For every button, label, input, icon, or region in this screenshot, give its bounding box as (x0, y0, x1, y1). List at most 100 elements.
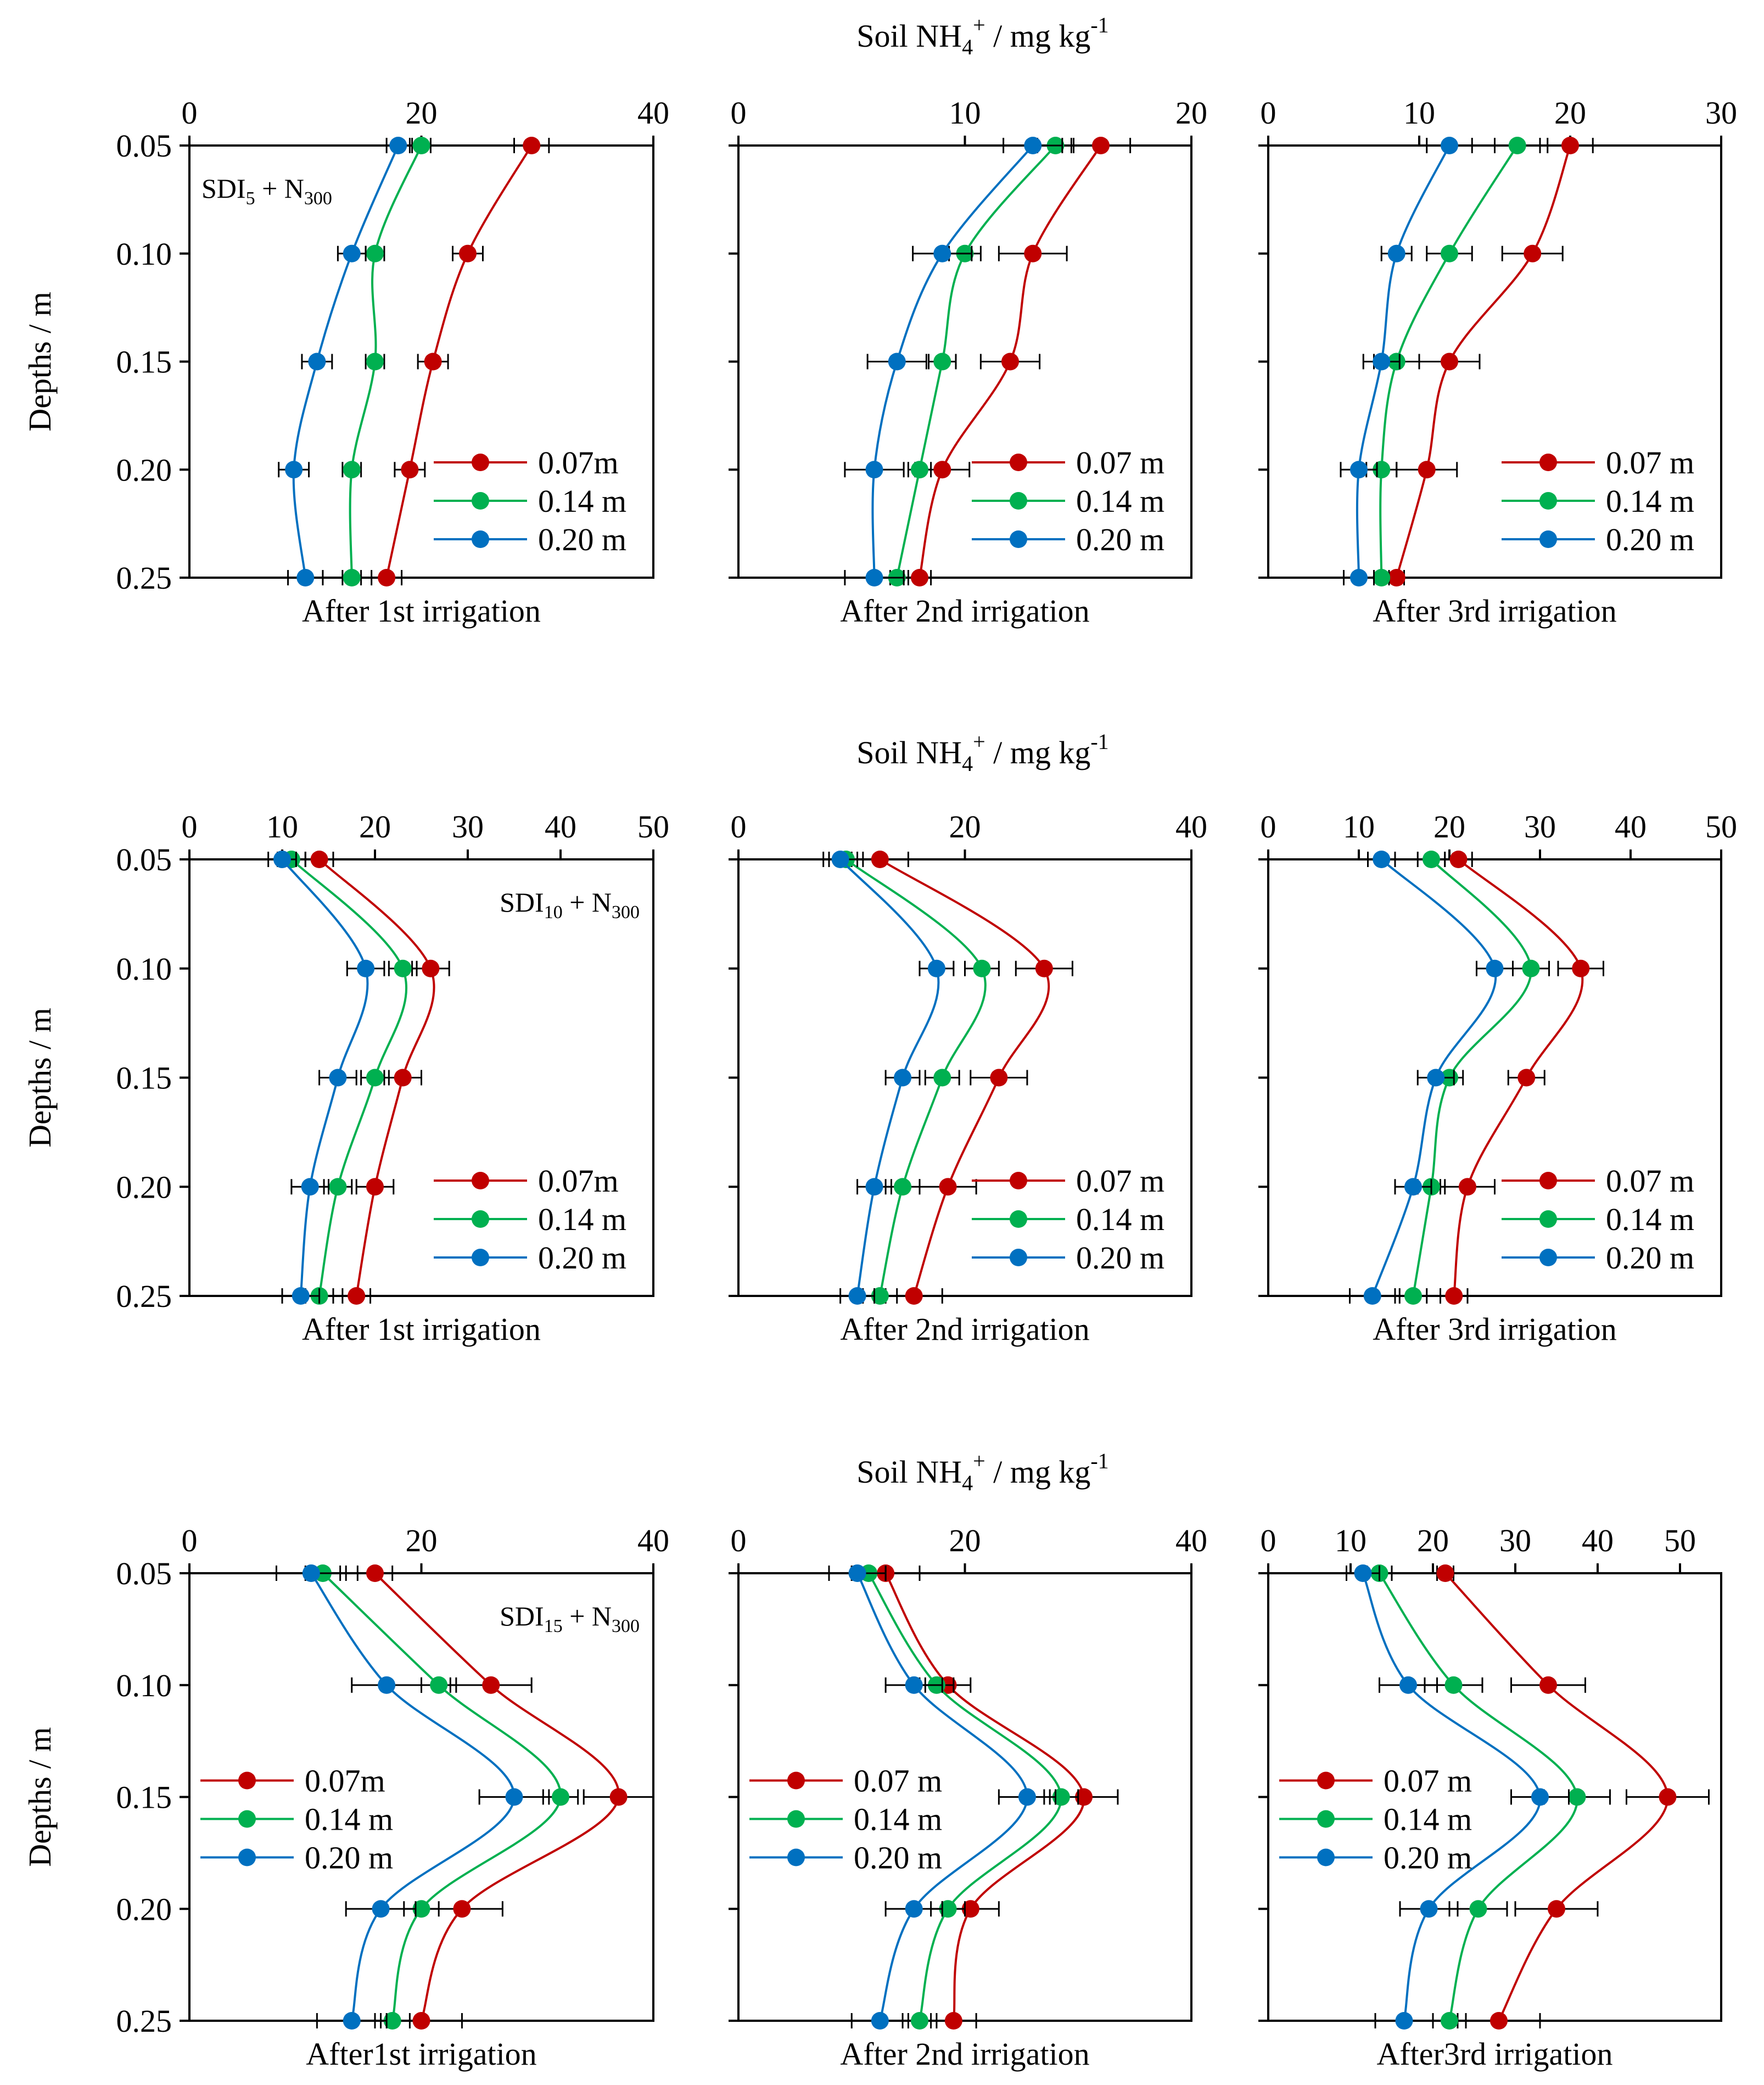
legend-marker-green (238, 1810, 256, 1828)
treatment-text: SDI (500, 1601, 544, 1631)
row-title-superscript: -1 (1090, 729, 1108, 754)
data-point-blue (831, 851, 849, 868)
x-tick-label: 0 (182, 1523, 198, 1558)
x-tick-label: 20 (359, 809, 391, 845)
data-point-red (366, 1564, 384, 1582)
data-point-blue (343, 2012, 361, 2030)
data-point-blue (505, 1788, 523, 1806)
x-tick-label: 0 (731, 95, 747, 131)
legend-marker-blue (1539, 530, 1557, 548)
x-tick-label: 40 (1175, 809, 1207, 845)
data-point-blue (296, 569, 315, 586)
y-tick-label: 0.25 (116, 560, 172, 596)
x-tick-label: 40 (1175, 1523, 1207, 1558)
data-point-green (1423, 851, 1440, 868)
x-tick-label: 30 (1524, 809, 1556, 845)
data-point-blue (848, 1287, 866, 1305)
data-point-red (348, 1287, 366, 1305)
x-tick-label: 50 (1705, 809, 1737, 845)
data-point-red (911, 569, 928, 586)
y-tick-label: 0.25 (116, 1278, 172, 1314)
legend-marker-blue (1010, 530, 1027, 548)
y-tick-label: 0.05 (116, 1556, 172, 1591)
legend-marker-red (787, 1771, 805, 1790)
data-point-red (1035, 959, 1053, 977)
data-point-green (1373, 569, 1391, 586)
legend-label: 0.14 m (538, 1201, 626, 1237)
data-point-blue (1531, 1788, 1549, 1806)
legend-label: 0.07 m (1606, 1163, 1694, 1199)
data-point-red (310, 851, 328, 868)
x-tick-label: 0 (182, 809, 198, 845)
data-point-red (1092, 137, 1110, 154)
plot-frame (737, 1572, 1192, 2022)
data-point-green (1441, 2012, 1458, 2030)
legend-marker-red (472, 1172, 489, 1189)
data-point-green (394, 959, 412, 977)
data-point-blue (357, 959, 375, 977)
data-point-red (1387, 569, 1405, 586)
data-point-green (412, 1900, 430, 1918)
treatment-subscript: 300 (612, 1616, 640, 1636)
legend: 0.07 m0.14 m0.20 m (972, 1163, 1164, 1276)
legend-label: 0.07 m (1606, 445, 1694, 480)
treatment-text: SDI (201, 173, 246, 204)
series-line-green (845, 858, 987, 1296)
row-title-subscript: 4 (962, 751, 973, 776)
x-tick-label: 20 (406, 95, 438, 131)
data-point-red (1459, 1178, 1476, 1196)
data-point-green (329, 1178, 347, 1196)
x-tick-label: 20 (1554, 95, 1586, 131)
treatment-label: SDI15 + N300 (500, 1601, 640, 1636)
legend-marker-blue (238, 1848, 256, 1866)
legend-label: 0.20 m (1076, 522, 1164, 557)
x-tick-label: 20 (1417, 1523, 1449, 1558)
row-title-text: Soil NH (856, 1454, 962, 1490)
row-title-text: Soil NH (856, 735, 962, 770)
data-point-blue (927, 959, 945, 977)
series-line-green (349, 145, 423, 578)
panel-r3-c3: 0 10 20 30 40 50 After3rd irrigation 0.07 m0.14… (1258, 1523, 1722, 2072)
data-point-green (366, 353, 384, 371)
legend-marker-blue (1539, 1249, 1557, 1266)
legend-marker-blue (472, 1249, 489, 1266)
legend-marker-red (1317, 1771, 1335, 1790)
data-point-red (933, 461, 951, 479)
data-point-red (394, 1069, 412, 1087)
legend-label: 0.14 m (305, 1802, 393, 1837)
data-point-blue (865, 461, 883, 479)
treatment-text: + N (255, 173, 304, 204)
x-tick-label: 10 (266, 809, 298, 845)
series-line-blue (1371, 858, 1497, 1296)
x-tick-label: 0 (1261, 1523, 1276, 1558)
data-point-green (1508, 137, 1526, 154)
y-axis-label-row-1: Depths / m (22, 292, 58, 432)
data-point-green (911, 461, 928, 479)
x-tick-label: 0 (1261, 95, 1276, 131)
row-title-text: / mg kg (985, 18, 1091, 54)
data-point-green (1404, 1287, 1422, 1305)
data-point-blue (888, 353, 906, 371)
data-point-blue (933, 244, 951, 262)
data-point-red (1441, 353, 1458, 371)
data-point-green (1568, 1788, 1586, 1806)
legend-label: 0.07 m (1076, 1163, 1164, 1199)
data-point-blue (1395, 2012, 1413, 2030)
data-point-blue (894, 1069, 912, 1087)
legend-label: 0.07 m (1384, 1763, 1472, 1799)
data-point-red (459, 244, 477, 262)
row-title-superscript: -1 (1090, 1449, 1108, 1473)
panel-r2-c3: 0 10 20 30 40 50 After 3rd irrigation 0.07 m0.1… (1258, 809, 1737, 1347)
legend-label: 0.07m (538, 1163, 619, 1199)
treatment-text: + N (563, 887, 612, 918)
data-point-green (871, 1287, 889, 1305)
data-point-red (1561, 137, 1579, 154)
data-point-red (1445, 1287, 1463, 1305)
legend-marker-blue (1317, 1848, 1335, 1866)
row-title-superscript: + (973, 1449, 985, 1473)
data-point-green (383, 2012, 401, 2030)
panel-caption: After1st irrigation (306, 2036, 536, 2072)
data-point-blue (1354, 1564, 1372, 1582)
data-point-green (1522, 959, 1540, 977)
